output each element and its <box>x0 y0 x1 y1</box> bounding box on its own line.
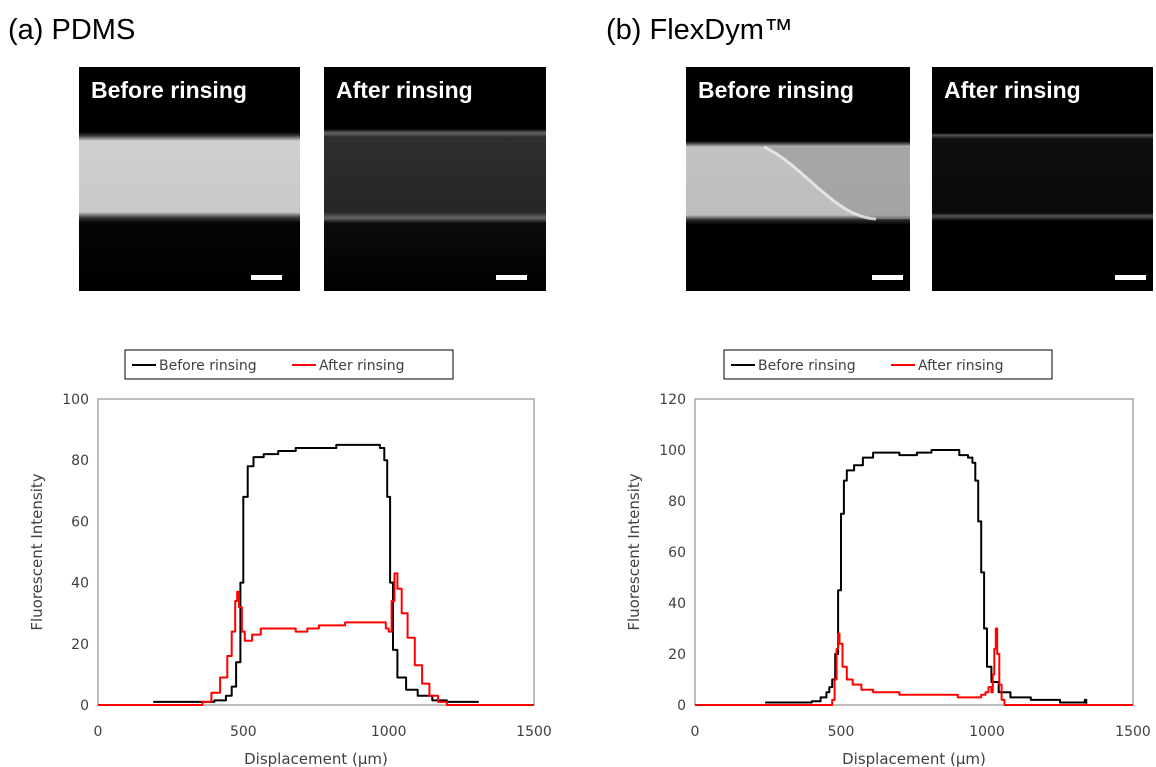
series-line-before-rinsing <box>153 443 479 703</box>
x-axis-label: Displacement (µm) <box>842 750 986 767</box>
plot-area-frame <box>694 398 1134 706</box>
x-tick-label: 1500 <box>1115 724 1151 740</box>
y-axis-label: Fluorescent Intensity <box>625 473 643 630</box>
y-tick-label: 80 <box>71 453 89 469</box>
legend-label: Before rinsing <box>758 358 856 374</box>
micrograph-flexdym-before: Before rinsing <box>686 67 910 291</box>
y-tick-label: 0 <box>677 698 686 714</box>
micrograph-label: Before rinsing <box>698 77 854 103</box>
y-tick-label: 20 <box>668 647 686 663</box>
scale-bar <box>872 275 903 280</box>
y-tick-label: 40 <box>668 596 686 612</box>
legend-label: Before rinsing <box>159 358 257 374</box>
scale-bar <box>496 275 527 280</box>
series-line-before-rinsing <box>765 449 1088 704</box>
legend-box <box>124 349 454 380</box>
x-tick-label: 500 <box>230 724 257 740</box>
y-tick-label: 20 <box>71 637 89 653</box>
series-line-after-rinsing <box>695 627 1133 706</box>
legend-label: After rinsing <box>319 358 405 374</box>
y-tick-label: 120 <box>659 392 686 408</box>
micrograph-pdms-before: Before rinsing <box>79 67 300 291</box>
x-axis-label: Displacement (µm) <box>244 750 388 767</box>
y-tick-label: 0 <box>80 698 89 714</box>
micrograph-flexdym-after: After rinsing <box>932 67 1153 291</box>
legend-label: After rinsing <box>918 358 1004 374</box>
x-tick-label: 0 <box>94 724 103 740</box>
micrograph-label: After rinsing <box>336 77 473 103</box>
legend-box <box>723 349 1053 380</box>
panel-title-a: (a) PDMS <box>8 14 136 46</box>
y-tick-label: 60 <box>668 545 686 561</box>
plot-area-frame <box>97 398 535 706</box>
y-tick-label: 60 <box>71 514 89 530</box>
micrograph-label: Before rinsing <box>91 77 247 103</box>
y-tick-label: 100 <box>62 392 89 408</box>
flow-front-shape <box>763 145 910 221</box>
x-tick-label: 1500 <box>516 724 552 740</box>
y-tick-label: 40 <box>71 576 89 592</box>
scale-bar <box>1115 275 1146 280</box>
x-tick-label: 1000 <box>969 724 1005 740</box>
x-tick-label: 1000 <box>371 724 407 740</box>
x-tick-label: 500 <box>828 724 855 740</box>
series-line-after-rinsing <box>98 572 534 706</box>
micrograph-label: After rinsing <box>944 77 1081 103</box>
micrograph-pdms-after: After rinsing <box>324 67 546 291</box>
y-tick-label: 80 <box>668 494 686 510</box>
panel-title-b: (b) FlexDym™ <box>606 14 793 46</box>
y-tick-label: 100 <box>659 443 686 459</box>
y-axis-label: Fluorescent Intensity <box>28 473 46 630</box>
x-tick-label: 0 <box>691 724 700 740</box>
scale-bar <box>251 275 282 280</box>
